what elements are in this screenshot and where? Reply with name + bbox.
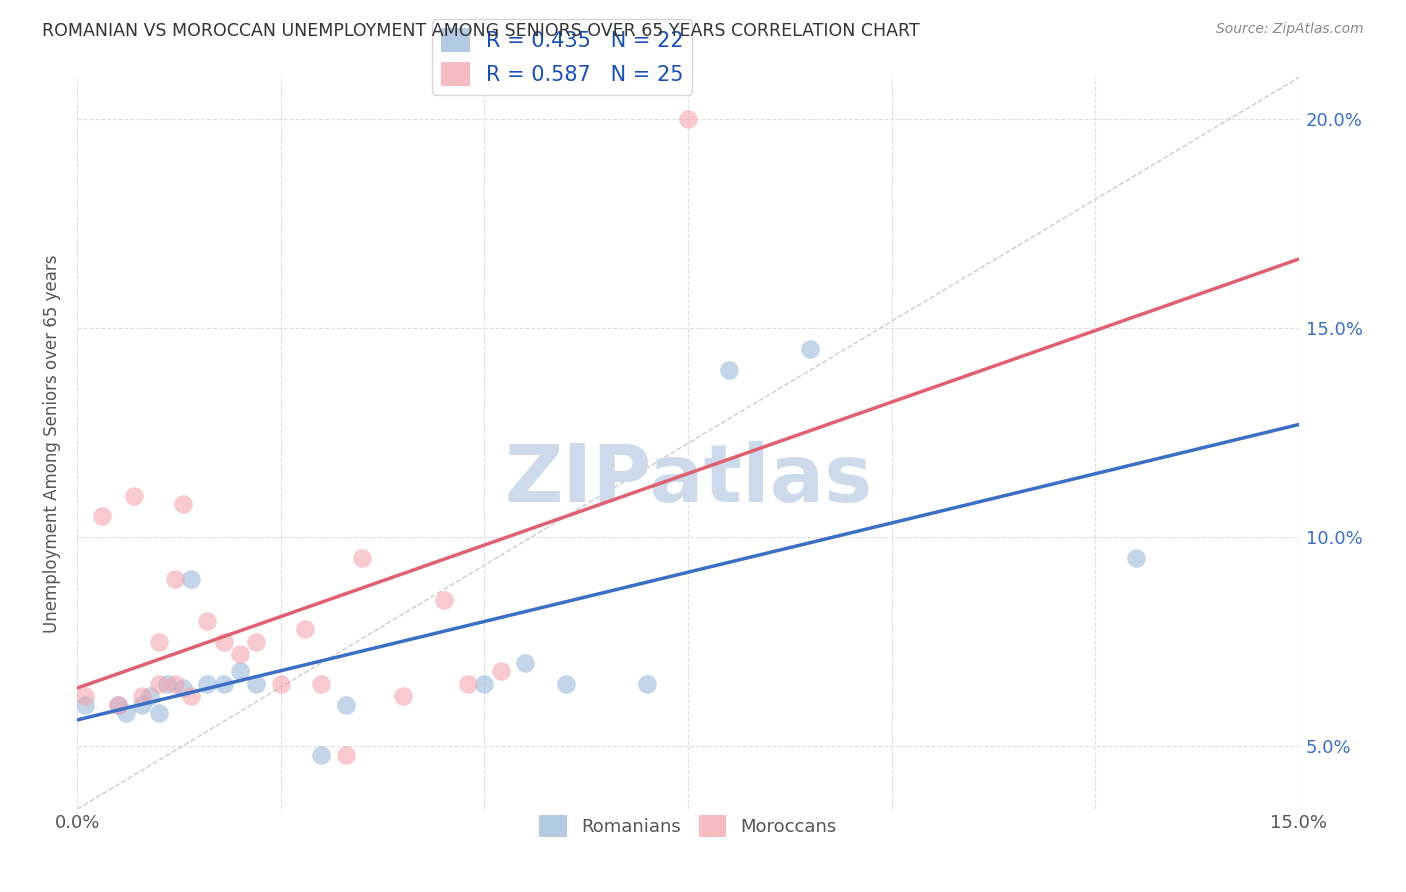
Point <box>148 635 170 649</box>
Point <box>270 676 292 690</box>
Point <box>212 676 235 690</box>
Point <box>229 648 252 662</box>
Point <box>197 676 219 690</box>
Point <box>229 664 252 678</box>
Point <box>392 690 415 704</box>
Point <box>335 698 357 712</box>
Point <box>1125 551 1147 566</box>
Point <box>122 489 145 503</box>
Text: ZIPatlas: ZIPatlas <box>503 441 872 519</box>
Point <box>474 676 496 690</box>
Point <box>245 635 267 649</box>
Point <box>156 676 179 690</box>
Point <box>212 635 235 649</box>
Point <box>131 698 153 712</box>
Y-axis label: Unemployment Among Seniors over 65 years: Unemployment Among Seniors over 65 years <box>44 254 60 632</box>
Point <box>163 676 186 690</box>
Point <box>75 690 97 704</box>
Point <box>457 676 479 690</box>
Point <box>294 623 316 637</box>
Point <box>148 706 170 720</box>
Point <box>676 112 699 127</box>
Point <box>311 676 333 690</box>
Point <box>433 593 456 607</box>
Point <box>90 509 112 524</box>
Point <box>197 614 219 628</box>
Point <box>107 698 129 712</box>
Legend: Romanians, Moroccans: Romanians, Moroccans <box>533 807 844 844</box>
Point <box>172 681 194 695</box>
Point <box>245 676 267 690</box>
Point <box>139 690 162 704</box>
Point <box>172 497 194 511</box>
Point <box>180 572 202 586</box>
Point <box>352 551 374 566</box>
Point <box>163 572 186 586</box>
Point <box>311 747 333 762</box>
Text: ROMANIAN VS MOROCCAN UNEMPLOYMENT AMONG SENIORS OVER 65 YEARS CORRELATION CHART: ROMANIAN VS MOROCCAN UNEMPLOYMENT AMONG … <box>42 22 920 40</box>
Point <box>799 342 821 356</box>
Point <box>75 698 97 712</box>
Point <box>148 676 170 690</box>
Point <box>131 690 153 704</box>
Point <box>180 690 202 704</box>
Point <box>107 698 129 712</box>
Point <box>554 676 576 690</box>
Point <box>489 664 512 678</box>
Point <box>513 656 536 670</box>
Point <box>115 706 138 720</box>
Point <box>717 363 740 377</box>
Point <box>636 676 658 690</box>
Point <box>335 747 357 762</box>
Text: Source: ZipAtlas.com: Source: ZipAtlas.com <box>1216 22 1364 37</box>
